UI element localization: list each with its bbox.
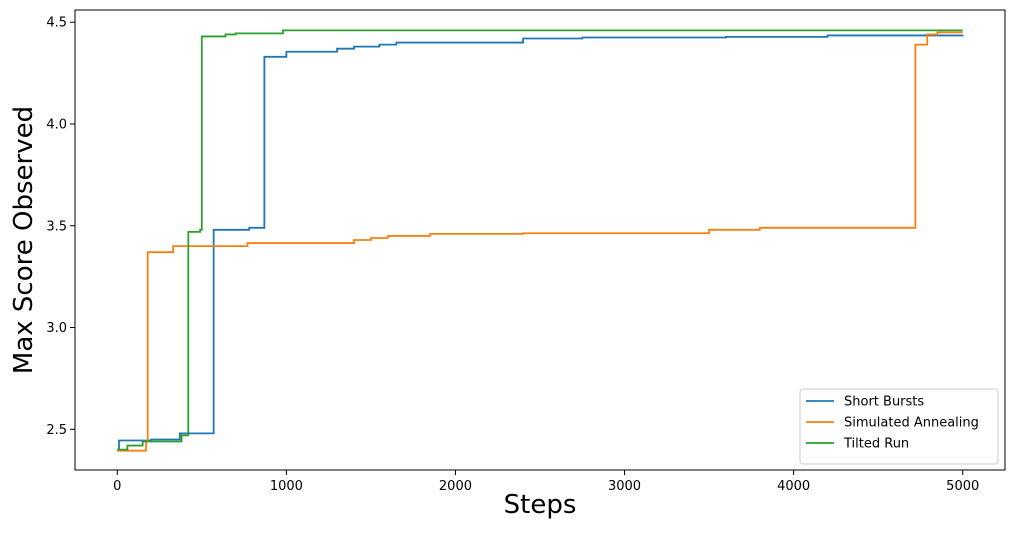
legend-label: Simulated Annealing <box>844 416 979 431</box>
y-axis-label: Max Score Observed <box>9 106 39 374</box>
plot-frame <box>74 9 1006 471</box>
x-tick-label: 0 <box>113 479 121 494</box>
legend-label: Tilted Run <box>843 437 909 452</box>
x-tick-label: 2000 <box>439 479 472 494</box>
series-line <box>117 34 964 451</box>
series-line <box>117 31 963 452</box>
x-tick-label: 3000 <box>608 479 641 494</box>
x-axis-label: Steps <box>504 490 577 520</box>
y-tick-label: 2.5 <box>46 423 67 438</box>
x-tick-label: 5000 <box>946 479 979 494</box>
y-tick-label: 4.5 <box>46 16 67 31</box>
y-tick-label: 3.5 <box>46 219 67 234</box>
x-tick-label: 1000 <box>270 479 303 494</box>
y-tick-label: 4.0 <box>46 117 67 132</box>
y-tick-label: 3.0 <box>46 321 67 336</box>
legend-box <box>799 388 999 465</box>
legend-label: Short Bursts <box>844 395 924 410</box>
series-line <box>117 29 963 451</box>
x-tick-label: 4000 <box>777 479 810 494</box>
